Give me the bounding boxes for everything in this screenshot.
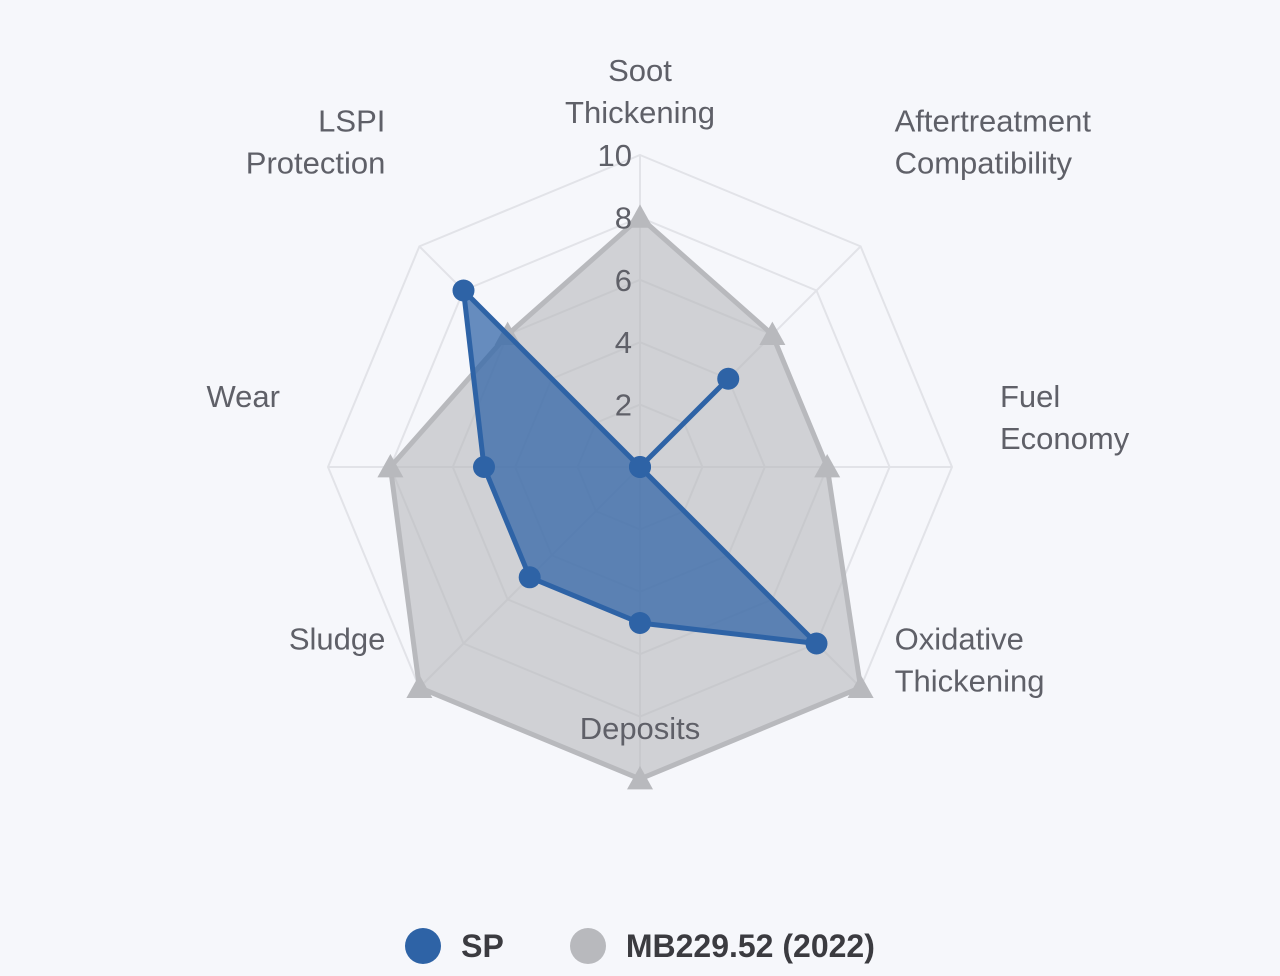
legend: SP MB229.52 (2022) xyxy=(0,918,1280,974)
tick-label-2: 2 xyxy=(615,388,632,423)
point-sp-fuel-economy xyxy=(629,456,651,478)
axis-labels: Soot Thickening Aftertreatment Compatibilit… xyxy=(206,53,1129,746)
axis-label-fuel-economy-line-1: Fuel xyxy=(1000,379,1060,414)
legend-item-sp[interactable]: SP xyxy=(405,928,504,965)
legend-swatch-sp xyxy=(405,928,442,964)
tick-label-6: 6 xyxy=(615,263,632,298)
point-sp-aftertreatment-compatibility xyxy=(717,367,740,390)
point-sp-lspi-protection xyxy=(452,279,475,302)
axis-label-oxidative-thickening-line-1: Oxidative xyxy=(895,622,1024,657)
point-mb229-52-2022-aftertreatment-compatibility xyxy=(759,321,786,346)
axis-label-lspi-protection-line-1: LSPI xyxy=(318,103,385,138)
axis-label-fuel-economy-line-2: Economy xyxy=(1000,421,1130,456)
series-sp-layer xyxy=(452,279,828,655)
point-mb229-52-2022-fuel-economy xyxy=(814,454,841,478)
point-mb229-52-2022-sludge xyxy=(406,674,433,699)
axis-label-aftertreatment-compatibility-line-2: Compatibility xyxy=(895,145,1073,180)
axis-label-wear: Wear xyxy=(206,379,280,414)
legend-label-sp: SP xyxy=(461,927,504,964)
legend-swatch-mb229-52 xyxy=(569,928,606,964)
point-mb229-52-2022-soot-thickening xyxy=(627,204,653,228)
point-sp-wear xyxy=(473,456,495,478)
axis-label-oxidative-thickening-line-2: Thickening xyxy=(895,664,1045,699)
legend-item-mb229-52[interactable]: MB229.52 (2022) xyxy=(569,927,875,965)
axis-label-soot-thickening-line-1: Soot xyxy=(608,53,672,88)
axis-label-lspi-protection-line-2: Protection xyxy=(246,145,386,180)
axis-label-deposits: Deposits xyxy=(580,711,701,746)
point-mb229-52-2022-deposits xyxy=(627,766,653,790)
tick-label-8: 8 xyxy=(615,200,632,235)
legend-label-mb229-52: MB229.52 (2022) xyxy=(625,927,875,964)
tick-label-10: 10 xyxy=(598,138,632,173)
point-sp-oxidative-thickening xyxy=(805,632,828,655)
point-mb229-52-2022-wear xyxy=(377,454,404,478)
radial-tick-labels: 2 4 6 8 10 xyxy=(598,138,632,423)
axis-label-aftertreatment-compatibility-line-1: Aftertreatment xyxy=(895,103,1092,138)
axis-label-soot-thickening-line-2: Thickening xyxy=(565,95,715,130)
axis-label-sludge: Sludge xyxy=(289,622,386,657)
point-sp-sludge xyxy=(518,566,541,589)
point-mb229-52-2022-oxidative-thickening xyxy=(847,674,874,699)
radar-chart: 2 4 6 8 10 Soot Thickening Aftertreatment Compa… xyxy=(206,53,1130,790)
tick-label-4: 4 xyxy=(615,325,632,360)
point-sp-deposits xyxy=(629,612,651,634)
